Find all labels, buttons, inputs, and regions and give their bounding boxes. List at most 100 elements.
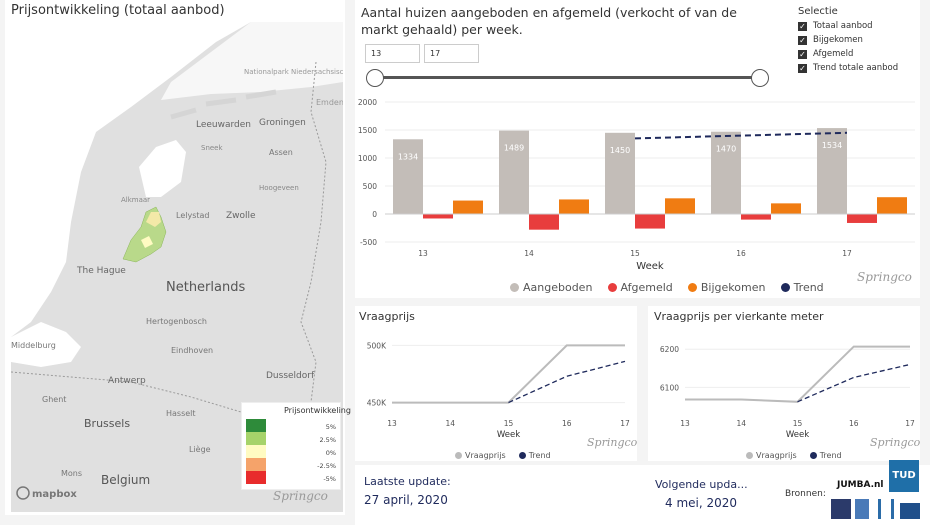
x-tick-label: 17	[905, 419, 915, 428]
bar-aangeboden	[393, 139, 423, 214]
islands	[170, 89, 277, 120]
map-label-antwerp: Antwerp	[108, 376, 146, 386]
map-label-thehague: The Hague	[76, 266, 126, 276]
data-label: 1470	[716, 145, 736, 154]
map-label-alkmaar: Alkmaar	[121, 196, 150, 204]
map-label-brussels: Brussels	[84, 417, 130, 430]
x-tick-label: 16	[562, 419, 572, 428]
y-tick-label: -500	[360, 238, 377, 247]
bar-afgemeld	[635, 214, 665, 229]
legend-label-2-5: 2.5%	[319, 436, 336, 444]
legend-dot-icon	[510, 283, 519, 292]
vraagprijs-legend: Vraagprijs Trend	[455, 444, 559, 463]
checkbox-afgemeld[interactable]: ✓ Afgemeld	[798, 49, 898, 59]
legend-label-m5: -5%	[323, 475, 336, 483]
checkbox-check-icon: ✓	[798, 63, 807, 73]
x-tick-label: 15	[504, 419, 514, 428]
y-tick-label: 6200	[660, 345, 679, 354]
legend-dot-icon	[518, 452, 526, 459]
tudelft-logo-box: TUD	[889, 460, 919, 492]
top-chart-legend: Aangeboden Afgemeld Bijgekomen Trend	[510, 277, 834, 296]
map-title: Prijsontwikkeling (totaal aanbod)	[11, 3, 225, 18]
vraagprijs-m2-legend: Vraagprijs Trend	[746, 444, 850, 463]
x-tick-label: 17	[620, 419, 630, 428]
bar-bijgekomen	[559, 199, 589, 214]
bar-afgemeld	[847, 214, 877, 223]
range-slider-track[interactable]	[375, 76, 761, 79]
bar-bijgekomen	[453, 200, 483, 214]
bar-bijgekomen	[665, 198, 695, 214]
legend-trend[interactable]: Trend	[518, 451, 551, 460]
bar-bijgekomen	[877, 197, 907, 214]
legend-bijgekomen[interactable]: Bijgekomen	[687, 281, 766, 294]
legend-dot-icon	[780, 283, 790, 292]
checkbox-check-icon: ✓	[798, 49, 807, 59]
checkbox-label: Bijgekomen	[813, 35, 863, 45]
legend-trend[interactable]: Trend	[780, 281, 824, 294]
legend-label: Bijgekomen	[700, 281, 766, 294]
top-bar-chart[interactable]: 2000 1500 1000 500 0 -500 1334 13 1489 14 1450 15 14…	[355, 94, 920, 274]
vraagprijs-m2-chart[interactable]: 6200 6100 13 14 15 16 17 Week	[648, 324, 920, 454]
map-label-lelystad: Lelystad	[176, 211, 209, 220]
vraagprijs-m2-title: Vraagprijs per vierkante meter	[654, 310, 824, 323]
source-icon-3	[878, 499, 894, 519]
bar-aangeboden	[817, 128, 847, 214]
checkbox-trend-totale-aanbod[interactable]: ✓ Trend totale aanbod	[798, 63, 898, 73]
map-legend: Prijsontwikkeling 5% 2.5% 0% -2.5% -5%	[241, 402, 351, 490]
next-update-value: 4 mei, 2020	[665, 496, 738, 510]
legend-vraagprijs[interactable]: Vraagprijs	[746, 451, 797, 460]
legend-aangeboden[interactable]: Aangeboden	[510, 281, 592, 294]
vraagprijs-line	[685, 345, 910, 403]
map-label-dusseldorf: Dusseldorf	[266, 371, 315, 381]
map-label-ghent: Ghent	[42, 395, 66, 404]
springco-logo-top: Springco	[857, 270, 912, 284]
vraagprijs-chart[interactable]: 500K 450K 13 14 15 16 17 Week	[355, 324, 637, 454]
springco-logo-vraagprijs: Springco	[587, 436, 638, 449]
legend-dot-icon	[746, 452, 753, 459]
vraagprijs-title: Vraagprijs	[359, 310, 415, 323]
y-tick-label: 0	[372, 210, 377, 219]
checkbox-check-icon: ✓	[798, 21, 807, 31]
bar-aangeboden	[499, 130, 529, 214]
map-label-sneek: Sneek	[201, 144, 223, 152]
selectie-panel: Selectie ✓ Totaal aanbod ✓ Bijgekomen ✓ Afg…	[798, 6, 898, 77]
source-icon-4	[900, 503, 920, 519]
map-canvas[interactable]: Nationalpark Niedersachsisch Wattenmeer …	[11, 22, 343, 512]
map-label-groningen: Groningen	[259, 118, 306, 128]
country-border	[11, 61, 327, 463]
x-tick-label: 15	[793, 419, 803, 428]
range-slider-handle-right[interactable]	[751, 69, 769, 87]
checkbox-label: Totaal aanbod	[813, 21, 873, 31]
legend-afgemeld[interactable]: Afgemeld	[607, 281, 673, 294]
legend-label-m2-5: -2.5%	[317, 462, 336, 470]
legend-trend[interactable]: Trend	[809, 451, 842, 460]
map-label-assen: Assen	[269, 148, 293, 157]
legend-label: Vraagprijs	[756, 451, 797, 460]
x-tick-label: 14	[524, 249, 534, 258]
legend-label-0: 0%	[325, 449, 336, 457]
range-slider-handle-left[interactable]	[366, 69, 384, 87]
checkbox-totaal-aanbod[interactable]: ✓ Totaal aanbod	[798, 21, 898, 31]
ijsselmeer	[139, 140, 186, 197]
highlight-region-3	[141, 236, 153, 248]
top-chart-title: Aantal huizen aangeboden en afgemeld (ve…	[361, 5, 737, 37]
legend-label: Aangeboden	[523, 281, 593, 294]
checkbox-bijgekomen[interactable]: ✓ Bijgekomen	[798, 35, 898, 45]
checkbox-label: Afgemeld	[813, 49, 854, 59]
map-label-hoogeveen: Hoogeveen	[259, 184, 299, 192]
x-tick-label: 16	[849, 419, 859, 428]
x-tick-label: 13	[387, 419, 397, 428]
map-label-middelburg: Middelburg	[11, 341, 56, 350]
range-from-input[interactable]: 13	[365, 44, 420, 63]
map-label-netherlands: Netherlands	[166, 280, 245, 295]
last-update-value: 27 april, 2020	[364, 493, 448, 507]
mapbox-logo-icon	[16, 486, 30, 500]
legend-vraagprijs[interactable]: Vraagprijs	[455, 451, 506, 460]
vraagprijs-line	[392, 344, 625, 404]
y-tick-label: 1000	[358, 154, 377, 163]
map-label-belgium: Belgium	[101, 473, 150, 487]
bar-afgemeld	[423, 214, 453, 219]
selectie-title: Selectie	[798, 6, 838, 17]
zeeland-water	[11, 322, 81, 367]
range-to-input[interactable]: 17	[424, 44, 479, 63]
